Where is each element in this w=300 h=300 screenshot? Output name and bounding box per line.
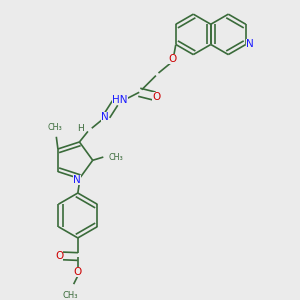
Text: H: H <box>77 124 84 133</box>
Text: O: O <box>152 92 160 102</box>
Text: N: N <box>101 112 109 122</box>
Text: CH₃: CH₃ <box>63 290 78 299</box>
Text: N: N <box>246 40 254 50</box>
Text: O: O <box>169 54 177 64</box>
Text: HN: HN <box>112 95 128 105</box>
Text: O: O <box>74 267 82 277</box>
Text: O: O <box>55 251 63 261</box>
Text: CH₃: CH₃ <box>48 123 63 132</box>
Text: N: N <box>73 175 81 185</box>
Text: CH₃: CH₃ <box>109 153 124 162</box>
